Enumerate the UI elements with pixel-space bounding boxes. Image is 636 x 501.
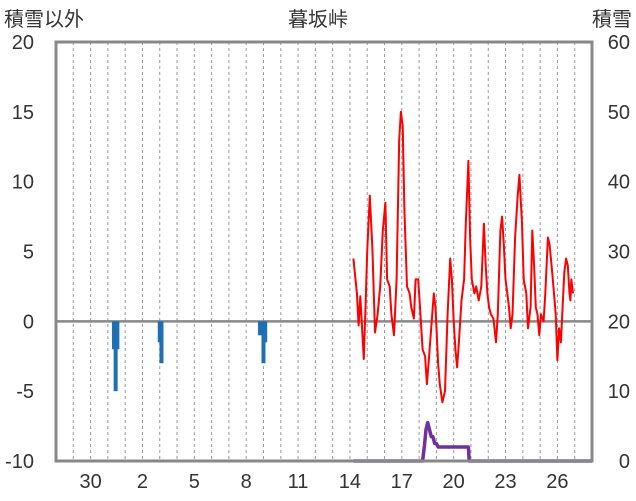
grid-lines: [72, 42, 576, 461]
left-tick-label: 5: [23, 242, 34, 264]
right-tick-label: 0: [619, 451, 630, 473]
x-tick-label: 5: [189, 471, 200, 493]
right-tick-label: 20: [608, 311, 630, 333]
left-tick-label: 15: [12, 102, 34, 124]
left-tick-label: 10: [12, 172, 34, 194]
x-tick-label: 11: [288, 471, 309, 493]
x-tick-label: 26: [546, 471, 568, 493]
x-axis-ticks: 30 2 5 8 11 14 17 20 23 26: [79, 471, 568, 493]
precipitation-bars: [111, 321, 268, 392]
x-tick-label: 23: [494, 471, 516, 493]
x-tick-label: 30: [79, 471, 101, 493]
precipitation-bar: [115, 321, 120, 350]
precipitation-bar: [263, 321, 268, 343]
right-tick-label: 50: [608, 102, 630, 124]
precipitation-bar: [159, 321, 164, 364]
right-axis-ticks: 60 50 40 30 20 10 0: [608, 32, 630, 473]
left-axis-label: 積雪以外: [4, 8, 84, 31]
x-tick-label: 20: [443, 471, 465, 493]
left-tick-label: -10: [5, 451, 34, 473]
series-lines: [352, 110, 592, 463]
x-tick-label: 8: [241, 471, 252, 493]
chart-title: 暮坂峠: [288, 8, 348, 31]
precipitation-bar: [113, 321, 118, 392]
temperature-line: [352, 110, 574, 404]
left-tick-label: 20: [12, 32, 34, 54]
right-tick-label: 30: [608, 242, 630, 264]
x-tick-label: 14: [339, 471, 361, 493]
right-tick-label: 60: [608, 32, 630, 54]
right-tick-label: 10: [608, 381, 630, 403]
left-tick-label: 0: [23, 311, 34, 333]
x-tick-label: 2: [137, 471, 148, 493]
precipitation-bar: [258, 321, 263, 336]
right-axis-label: 積雪: [592, 8, 632, 31]
snow-depth-line: [353, 420, 592, 463]
left-tick-label: -5: [16, 381, 34, 403]
plot-frame: [54, 40, 594, 463]
right-tick-label: 40: [608, 172, 630, 194]
x-tick-label: 17: [391, 471, 413, 493]
left-axis-ticks: 20 15 10 5 0 -5 -10: [5, 32, 34, 473]
